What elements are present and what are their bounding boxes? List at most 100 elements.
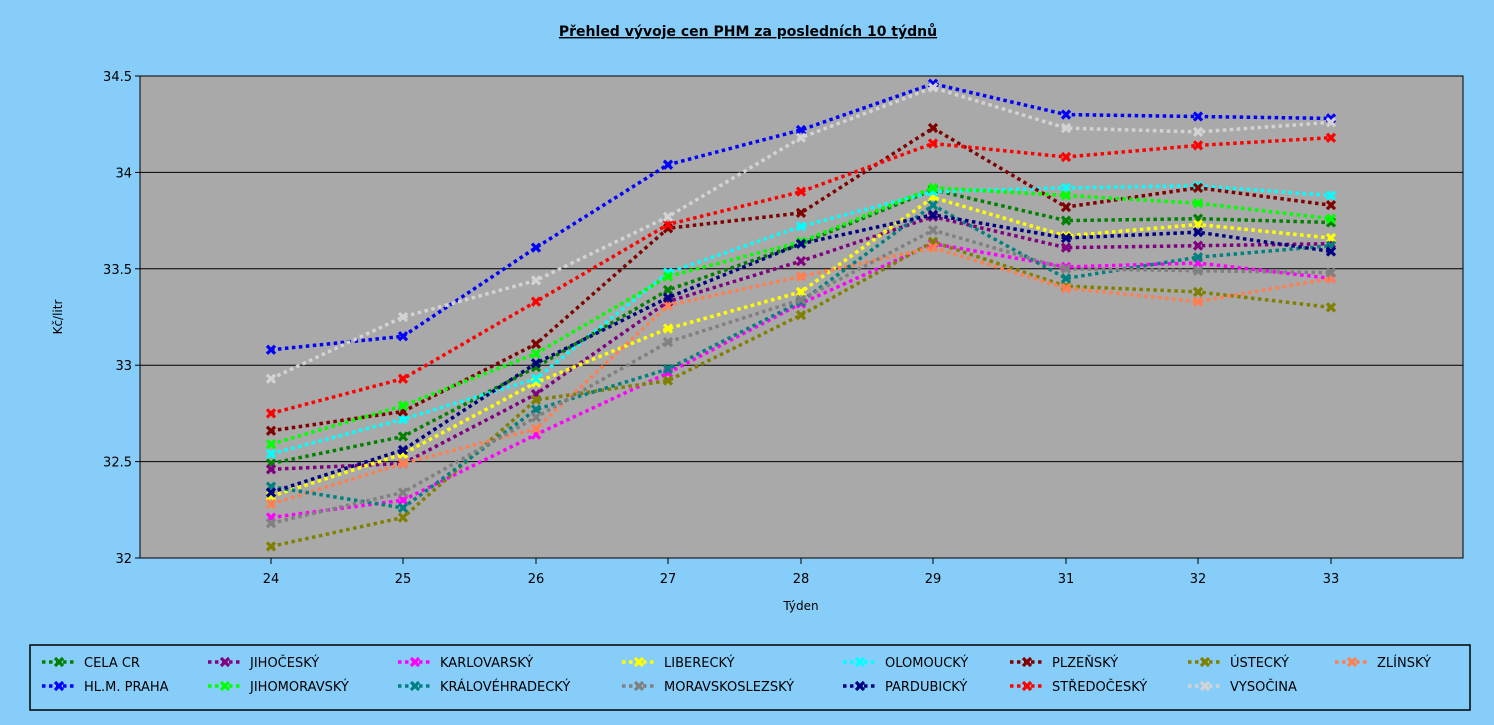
data-point-marker xyxy=(397,431,409,442)
data-point-marker xyxy=(397,502,409,514)
data-point-marker xyxy=(530,404,542,415)
data-point-marker xyxy=(265,344,277,355)
series-line xyxy=(270,187,1332,466)
data-point-marker xyxy=(1325,246,1337,257)
legend-swatch-marker xyxy=(1021,656,1033,668)
legend-item: STŘEDOČESKÝ xyxy=(1010,679,1147,695)
data-point-marker xyxy=(662,271,674,282)
data-point-marker xyxy=(927,242,939,253)
data-point-marker xyxy=(1060,151,1072,163)
legend-swatch-marker xyxy=(219,656,231,668)
series-vyso-ina xyxy=(265,82,1337,384)
x-tick-label: 32 xyxy=(1190,572,1207,587)
x-tick-label: 31 xyxy=(1058,572,1075,587)
legend-item: ÚSTECKÝ xyxy=(1188,655,1289,671)
data-point-marker xyxy=(530,275,542,286)
data-point-marker xyxy=(530,338,542,350)
legend-label: LIBERECKÝ xyxy=(664,655,735,671)
data-point-marker xyxy=(1325,267,1337,278)
data-point-marker xyxy=(397,487,409,498)
data-point-marker xyxy=(927,82,939,93)
data-point-marker xyxy=(397,373,409,384)
legend-label: KRÁLOVÉHRADECKÝ xyxy=(440,679,570,695)
data-point-marker xyxy=(265,464,277,475)
legend-label: ZLÍNSKÝ xyxy=(1377,655,1431,671)
legend-label: VYSOČINA xyxy=(1230,679,1297,695)
data-point-marker xyxy=(795,255,807,267)
legend-item: MORAVSKOSLEZSKÝ xyxy=(622,679,794,695)
data-point-marker xyxy=(1325,213,1337,224)
data-point-marker xyxy=(1325,132,1337,143)
data-point-marker xyxy=(1060,122,1072,134)
data-point-marker xyxy=(662,284,674,296)
y-tick-label: 34.5 xyxy=(103,70,132,85)
legend-swatch-marker xyxy=(854,656,866,668)
data-point-marker xyxy=(1192,111,1204,122)
legend-label: MORAVSKOSLEZSKÝ xyxy=(664,679,794,695)
data-point-marker xyxy=(1192,227,1204,238)
data-point-marker xyxy=(1060,263,1072,274)
data-point-marker xyxy=(795,124,807,136)
data-point-marker xyxy=(927,225,939,236)
x-tick-label: 28 xyxy=(793,572,810,587)
data-point-marker xyxy=(530,373,542,384)
data-point-marker xyxy=(397,400,409,411)
legend xyxy=(29,644,1471,711)
legend-label: PARDUBICKÝ xyxy=(885,679,967,695)
data-point-marker xyxy=(397,414,409,425)
data-point-marker xyxy=(265,439,277,450)
x-tick-label: 33 xyxy=(1323,572,1340,587)
data-point-marker xyxy=(397,311,409,323)
data-point-marker xyxy=(795,294,807,305)
series-line xyxy=(270,186,1332,446)
legend-item: LIBERECKÝ xyxy=(622,655,735,671)
legend-item: OLOMOUCKÝ xyxy=(843,655,968,671)
data-point-marker xyxy=(662,363,674,375)
data-point-marker xyxy=(927,182,939,193)
legend-swatch-marker xyxy=(219,680,231,692)
series-st-edo-esk- xyxy=(265,132,1337,419)
legend-item: HL.M. PRAHA xyxy=(42,680,169,695)
y-tick-label: 34 xyxy=(115,166,132,181)
data-point-marker xyxy=(662,375,674,386)
series-line xyxy=(270,245,1332,506)
data-point-marker xyxy=(927,209,939,220)
data-point-marker xyxy=(397,495,409,506)
x-tick-label: 24 xyxy=(263,572,280,587)
data-point-marker xyxy=(795,286,807,298)
data-point-marker xyxy=(662,323,674,334)
data-point-marker xyxy=(1192,140,1204,151)
legend-item: KRÁLOVÉHRADECKÝ xyxy=(398,679,570,695)
data-point-marker xyxy=(530,412,542,423)
data-point-marker xyxy=(1325,190,1337,201)
data-point-marker xyxy=(530,296,542,307)
data-point-marker xyxy=(662,336,674,348)
x-axis-label: Týden xyxy=(782,599,818,613)
y-tick-label: 33.5 xyxy=(103,263,132,278)
data-point-marker xyxy=(1325,302,1337,313)
data-point-marker xyxy=(530,394,542,406)
legend-swatch-marker xyxy=(53,680,65,692)
y-tick-label: 33 xyxy=(115,359,132,374)
data-point-marker xyxy=(662,219,674,230)
series-zl-nsk- xyxy=(265,242,1337,510)
data-point-marker xyxy=(1060,190,1072,201)
legend-label: JIHOČESKÝ xyxy=(249,655,319,671)
data-point-marker xyxy=(1192,126,1204,138)
data-point-marker xyxy=(265,541,277,552)
data-point-marker xyxy=(397,458,409,469)
data-point-marker xyxy=(662,159,674,170)
legend-label: JIHOMORAVSKÝ xyxy=(249,679,349,695)
data-point-marker xyxy=(265,498,277,510)
data-point-marker xyxy=(1060,201,1072,213)
data-point-marker xyxy=(1325,200,1337,211)
data-point-marker xyxy=(1060,232,1072,244)
y-axis-label: Kč/litr xyxy=(51,300,65,335)
data-point-marker xyxy=(795,207,807,219)
legend-label: HL.M. PRAHA xyxy=(84,680,169,695)
legend-item: CELA CR xyxy=(42,656,140,671)
data-point-marker xyxy=(795,132,807,143)
data-point-marker xyxy=(530,242,542,253)
legend-swatch-marker xyxy=(1199,680,1211,692)
legend-item: JIHOMORAVSKÝ xyxy=(208,679,349,695)
